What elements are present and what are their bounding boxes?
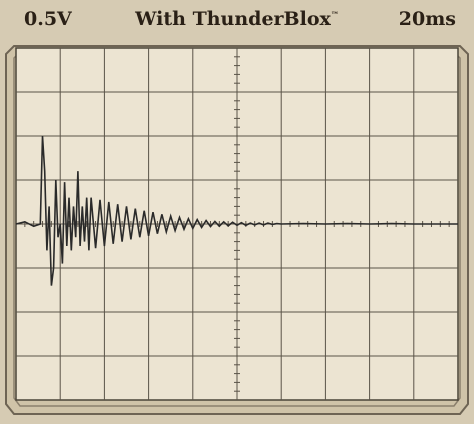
trademark-mark: ™ [330,9,339,20]
chart-title-wrap: With ThunderBlox™ [0,8,474,30]
volts-per-div-label: 0.5V [24,8,72,30]
waveform-trace [15,135,458,286]
header: 0.5V With ThunderBlox™ 20ms [0,0,474,40]
time-per-div-label: 20ms [398,8,456,30]
chart-title: With ThunderBlox [135,8,331,30]
